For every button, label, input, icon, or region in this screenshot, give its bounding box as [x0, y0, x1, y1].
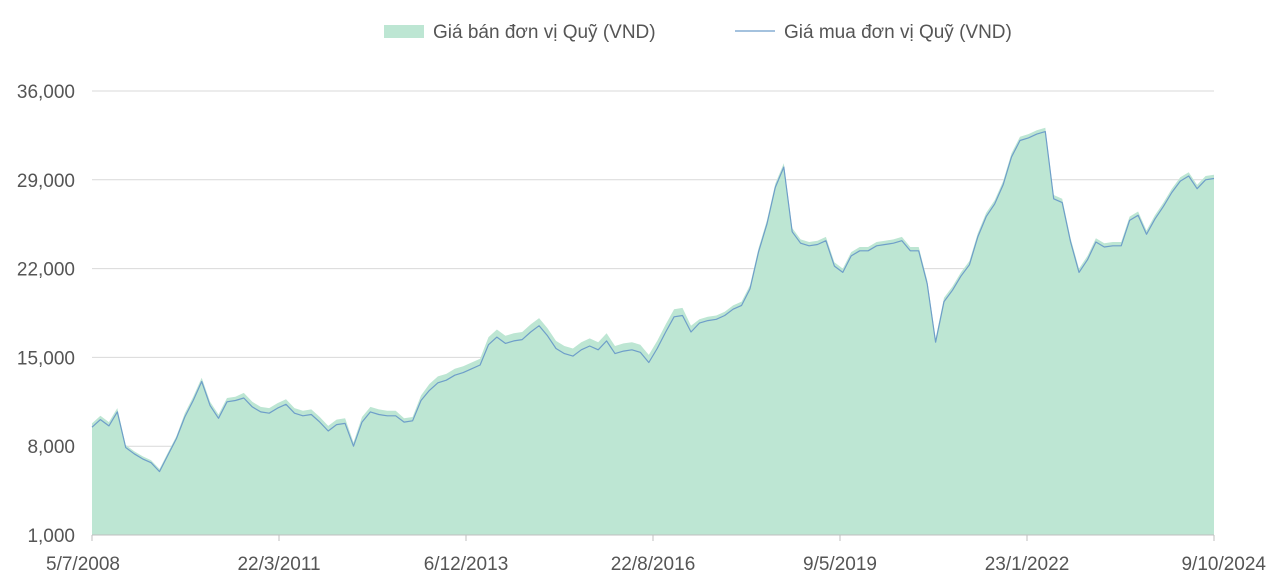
x-tick-label: 6/12/2013 [424, 554, 509, 575]
y-tick-label: 15,000 [17, 348, 75, 369]
legend-label-sell-price: Giá bán đơn vị Quỹ (VND) [433, 22, 656, 43]
y-axis: 1,000 8,000 15,000 22,000 29,000 36,000 [17, 82, 75, 547]
y-tick-label: 8,000 [27, 437, 75, 458]
series-line-buy-price [91, 131, 1215, 473]
area-layer [92, 127, 1214, 536]
line-layer [91, 131, 1215, 473]
y-tick-label: 36,000 [17, 82, 75, 103]
x-axis-ticks: 5/7/2008 22/3/2011 6/12/2013 22/8/2016 9/5/2… [46, 535, 1266, 575]
series-area-sell-price [92, 127, 1214, 536]
y-tick-label: 29,000 [17, 171, 75, 192]
x-tick-label: 22/3/2011 [237, 554, 320, 575]
x-tick-label: 9/5/2019 [803, 554, 877, 575]
legend: Giá bán đơn vị Quỹ (VND) Giá mua đơn vị … [384, 22, 1012, 43]
x-tick-label: 5/7/2008 [46, 554, 120, 575]
legend-label-buy-price: Giá mua đơn vị Quỹ (VND) [784, 22, 1012, 43]
legend-swatch-sell-price [384, 25, 424, 38]
x-tick-label: 22/8/2016 [611, 554, 696, 575]
y-tick-label: 22,000 [17, 260, 75, 281]
y-tick-label: 1,000 [27, 526, 75, 547]
x-tick-label: 23/1/2022 [985, 554, 1070, 575]
x-tick-label: 9/10/2024 [1181, 554, 1266, 575]
